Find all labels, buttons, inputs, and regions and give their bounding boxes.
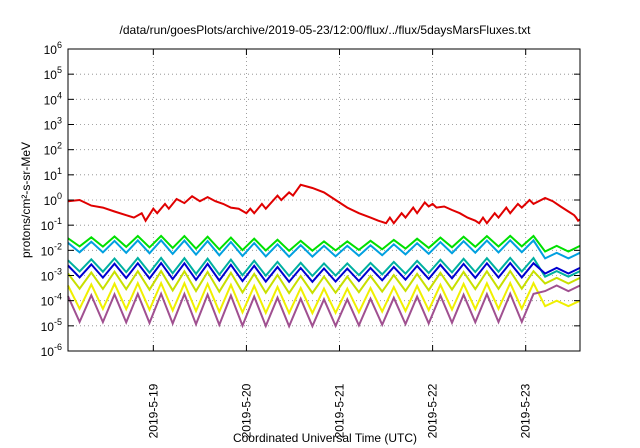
- y-tick-label: 10-2: [41, 241, 62, 258]
- y-axis-label: protons/cm²-s-sr-MeV: [19, 142, 33, 258]
- y-tick-label: 10-3: [41, 267, 62, 284]
- y-axis: 10-6 10-5 10-4 10-3 10-2 10-1 100 101 102 103 104 1…: [41, 40, 580, 359]
- series-line: [67, 280, 581, 316]
- series-line: [67, 238, 581, 260]
- y-tick-label: 10-6: [41, 342, 62, 359]
- chart-title: /data/run/goesPlots/archive/2019-05-23/1…: [120, 23, 532, 37]
- y-tick-label: 101: [44, 166, 62, 183]
- y-tick-label: 10-5: [41, 317, 62, 334]
- series-line: [67, 284, 581, 329]
- y-tick-label: 103: [44, 116, 62, 133]
- x-tick-label: 2019-5-22: [426, 383, 440, 438]
- x-axis-label: Coordinated Universal Time (UTC): [233, 431, 417, 445]
- series-line: [67, 256, 581, 278]
- x-tick-label: 2019-5-19: [146, 383, 160, 438]
- x-tick-label: 2019-5-20: [239, 383, 253, 438]
- y-tick-label: 104: [44, 90, 62, 107]
- y-tick-label: 100: [44, 191, 62, 208]
- series-layer: [67, 183, 581, 329]
- y-tick-label: 10-1: [41, 216, 62, 233]
- x-axis: 2019-5-19 2019-5-20 2019-5-21 2019-5-22 2019…: [146, 49, 533, 438]
- y-tick-label: 10-4: [41, 292, 62, 309]
- x-tick-label: 2019-5-23: [519, 383, 533, 438]
- series-line: [67, 183, 581, 225]
- y-tick-label: 106: [44, 40, 62, 57]
- series-line: [67, 261, 581, 284]
- series-line: [67, 234, 581, 253]
- series-line: [67, 269, 581, 295]
- y-tick-label: 102: [44, 141, 62, 158]
- y-tick-label: 105: [44, 65, 62, 82]
- x-tick-label: 2019-5-21: [333, 383, 347, 438]
